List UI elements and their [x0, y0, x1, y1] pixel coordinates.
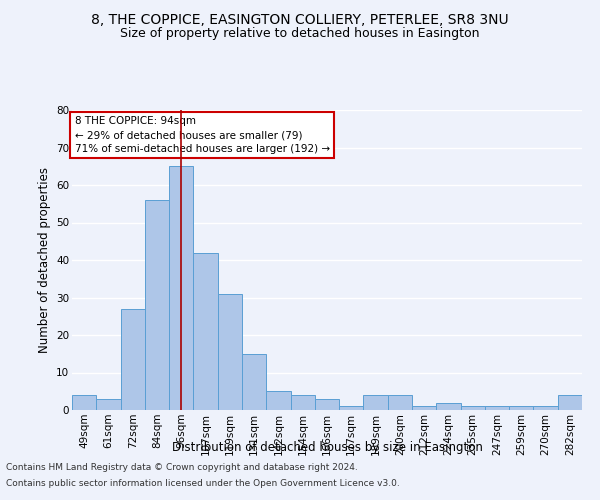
Bar — [388, 395, 412, 410]
Bar — [145, 200, 169, 410]
Bar — [218, 294, 242, 410]
Text: Contains HM Land Registry data © Crown copyright and database right 2024.: Contains HM Land Registry data © Crown c… — [6, 464, 358, 472]
Text: 8, THE COPPICE, EASINGTON COLLIERY, PETERLEE, SR8 3NU: 8, THE COPPICE, EASINGTON COLLIERY, PETE… — [91, 12, 509, 26]
Text: Distribution of detached houses by size in Easington: Distribution of detached houses by size … — [172, 441, 482, 454]
Bar — [72, 395, 96, 410]
Bar — [96, 399, 121, 410]
Text: Contains public sector information licensed under the Open Government Licence v3: Contains public sector information licen… — [6, 478, 400, 488]
Bar — [436, 402, 461, 410]
Bar — [509, 406, 533, 410]
Bar — [290, 395, 315, 410]
Bar — [266, 391, 290, 410]
Bar — [315, 399, 339, 410]
Bar — [339, 406, 364, 410]
Bar — [364, 395, 388, 410]
Bar — [485, 406, 509, 410]
Text: 8 THE COPPICE: 94sqm
← 29% of detached houses are smaller (79)
71% of semi-detac: 8 THE COPPICE: 94sqm ← 29% of detached h… — [74, 116, 329, 154]
Bar — [193, 252, 218, 410]
Bar — [461, 406, 485, 410]
Y-axis label: Number of detached properties: Number of detached properties — [38, 167, 50, 353]
Bar — [242, 354, 266, 410]
Bar — [558, 395, 582, 410]
Bar — [412, 406, 436, 410]
Text: Size of property relative to detached houses in Easington: Size of property relative to detached ho… — [120, 28, 480, 40]
Bar — [169, 166, 193, 410]
Bar — [533, 406, 558, 410]
Bar — [121, 308, 145, 410]
